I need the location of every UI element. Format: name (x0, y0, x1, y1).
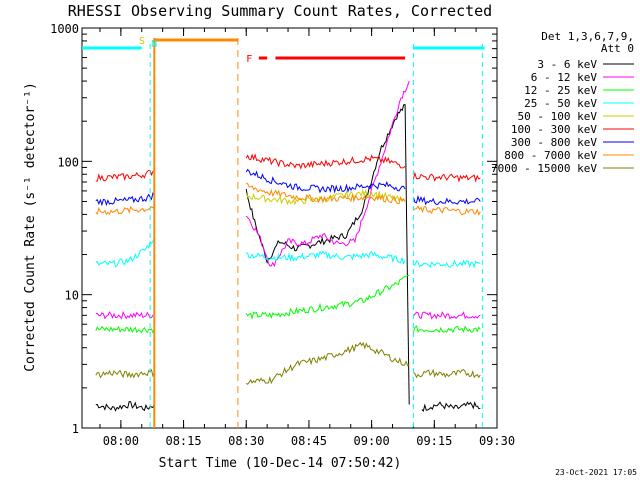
legend-entry-label: 300 - 800 keV (511, 136, 597, 149)
series-line-5-segment-0 (95, 169, 155, 182)
legend-entry-label: 6 - 12 keV (531, 71, 598, 84)
series-line-5-segment-1 (245, 153, 406, 170)
x-tick-label: 09:15 (416, 434, 452, 448)
series-line-6-segment-2 (412, 194, 481, 206)
series-line-3-segment-0 (95, 237, 155, 268)
y-tick-label: 1 (72, 422, 79, 436)
legend-entry-label: 12 - 25 keV (524, 84, 597, 97)
x-tick-label: 09:30 (479, 434, 515, 448)
series-line-2-segment-1 (245, 274, 410, 320)
night-flag-label: N (151, 39, 157, 50)
x-axis-label: Start Time (10-Dec-14 07:50:42) (159, 456, 402, 471)
series-line-0-segment-2 (421, 401, 481, 412)
y-tick-label: 1000 (50, 22, 79, 36)
legend-header-detectors: Det 1,3,6,7,9, (541, 30, 634, 43)
series-line-7-segment-0 (95, 205, 155, 216)
plot-frame (81, 27, 498, 429)
series-line-5-segment-2 (412, 171, 481, 183)
legend (603, 63, 634, 169)
legend-entry-label: 50 - 100 keV (518, 110, 598, 123)
chart-title: RHESSI Observing Summary Count Rates, Co… (68, 2, 492, 20)
x-tick-label: 08:15 (165, 434, 201, 448)
y-tick-label: 100 (57, 155, 79, 169)
y-tick-label: 10 (65, 289, 79, 303)
series-line-8-segment-0 (95, 368, 155, 379)
timestamp: 23-Oct-2021 17:05 (555, 468, 637, 477)
series-line-2-segment-0 (95, 325, 155, 334)
series-line-8-segment-1 (245, 341, 410, 385)
x-tick-label: 09:00 (354, 434, 390, 448)
x-tick-label: 08:45 (291, 434, 327, 448)
saa-flag-label: S (139, 36, 145, 47)
series-line-1-segment-0 (95, 310, 155, 320)
series-line-3-segment-2 (413, 259, 481, 269)
series-line-7-segment-1 (245, 182, 406, 204)
legend-header-attenuator: Att 0 (601, 42, 634, 55)
series-line-6-segment-1 (245, 168, 406, 194)
flare-flag-label: F (246, 54, 252, 65)
series-line-2-segment-2 (412, 325, 481, 334)
series-line-8-segment-2 (413, 368, 481, 379)
series-line-6-segment-0 (95, 192, 155, 207)
legend-entry-label: 800 - 7000 keV (504, 149, 597, 162)
legend-entry-label: 100 - 300 keV (511, 123, 597, 136)
x-tick-label: 08:30 (228, 434, 264, 448)
plot-area: 08:00 08:15 08:30 08:45 09:00 09:15 09:30 1 10 10… (50, 22, 597, 448)
legend-entry-label: 7000 - 15000 keV (491, 162, 597, 175)
series-line-1-segment-2 (413, 311, 481, 320)
x-tick-label: 08:00 (103, 434, 139, 448)
series-line-0-segment-0 (95, 401, 155, 412)
series-line-7-segment-2 (413, 205, 481, 216)
series-line-3-segment-1 (245, 250, 406, 265)
series-line-1-segment-1 (245, 80, 410, 268)
legend-entry-label: 3 - 6 keV (537, 58, 597, 71)
legend-entry-label: 25 - 50 keV (524, 97, 597, 110)
y-axis-label: Corrected Count Rate (s⁻¹ detector⁻¹) (23, 82, 38, 372)
